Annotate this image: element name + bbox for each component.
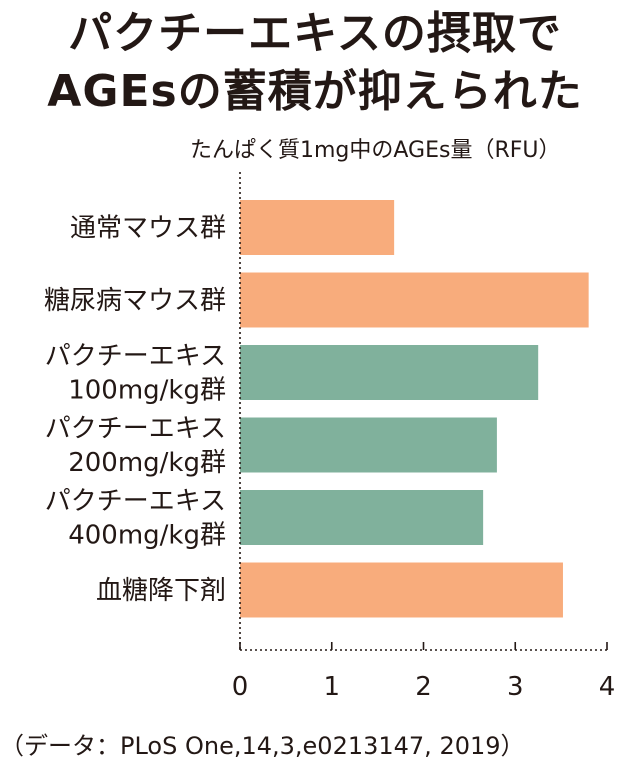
bar-5 xyxy=(240,490,484,545)
bar-4 xyxy=(240,417,497,473)
category-label-3: パクチーエキス 100mg/kg群 xyxy=(45,342,226,406)
x-tick-label-4: 4 xyxy=(599,672,616,702)
category-label-4: パクチーエキス 200mg/kg群 xyxy=(45,414,226,478)
category-label-5: パクチーエキス 400mg/kg群 xyxy=(45,487,226,551)
category-label-2: 糖尿病マウス群 xyxy=(44,286,226,316)
data-source: （データ：PLoS One,14,3,e0213147, 2019） xyxy=(0,732,525,760)
value-axis-label: たんぱく質1mg中のAGEs量（RFU） xyxy=(190,138,561,163)
chart-title-line-2: AGEsの蓄積が抑えられた xyxy=(47,66,583,117)
bar-2 xyxy=(240,272,589,328)
bar-6 xyxy=(240,562,563,618)
bar-3 xyxy=(240,345,539,400)
chart-title-line-1: パクチーエキスの摂取で xyxy=(68,8,562,59)
x-tick-label-1: 1 xyxy=(323,672,340,702)
x-tick-label-3: 3 xyxy=(507,672,524,702)
category-label-1: 通常マウス群 xyxy=(70,214,226,244)
x-tick-label-0: 0 xyxy=(232,672,249,702)
category-label-6: 血糖降下剤 xyxy=(96,576,226,606)
bar-1 xyxy=(240,200,395,255)
x-tick-label-2: 2 xyxy=(415,672,432,702)
